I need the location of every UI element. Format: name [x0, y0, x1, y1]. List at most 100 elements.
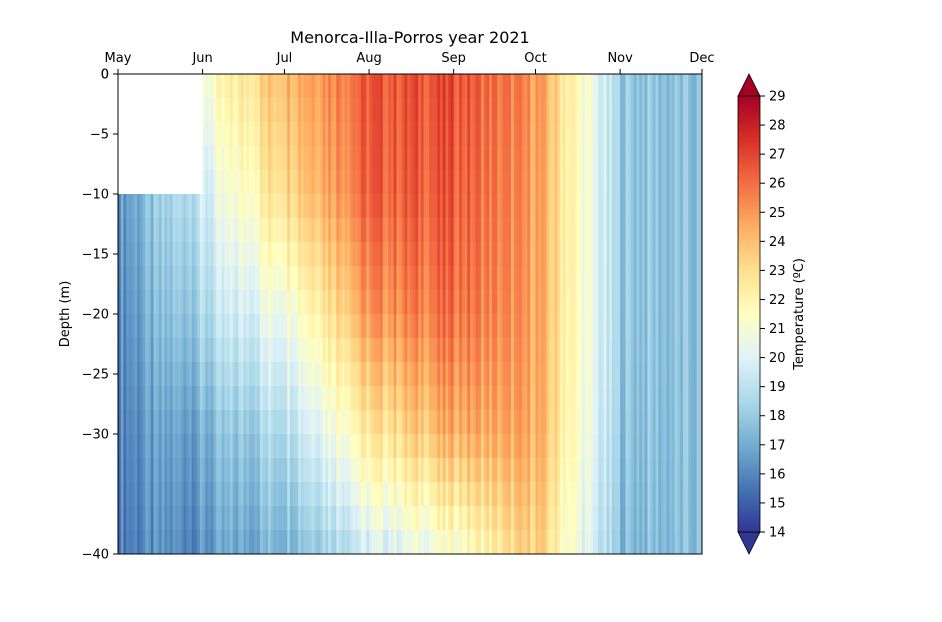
heatmap-cell — [393, 506, 397, 531]
heatmap-cell — [183, 338, 187, 363]
heatmap-cell — [410, 434, 414, 459]
heatmap-cell — [480, 74, 485, 99]
heatmap-cell — [292, 266, 296, 291]
heatmap-cell — [164, 362, 168, 387]
heatmap-cell — [584, 314, 588, 339]
heatmap-cell — [292, 530, 296, 554]
heatmap-cell — [404, 482, 408, 507]
heatmap-cell — [150, 290, 154, 315]
heatmap-cell — [562, 194, 566, 219]
heatmap-cell — [614, 410, 618, 435]
heatmap-cell — [456, 290, 460, 315]
heatmap-cell — [699, 362, 702, 387]
heatmap-cell — [461, 530, 465, 554]
heatmap-cell — [557, 362, 561, 387]
heatmap-cell — [306, 194, 310, 219]
heatmap-cell — [339, 74, 343, 99]
heatmap-cell — [156, 386, 160, 411]
heatmap-cell — [235, 386, 239, 411]
x-tick-label: Jun — [191, 51, 212, 66]
heatmap-cell — [420, 338, 425, 363]
heatmap-cell — [298, 482, 302, 507]
heatmap-cell — [246, 122, 250, 147]
heatmap-cell — [560, 266, 564, 291]
heatmap-cell — [169, 434, 173, 459]
heatmap-cell — [655, 170, 659, 195]
heatmap-cell — [118, 362, 122, 387]
heatmap-cell — [218, 194, 223, 219]
heatmap-cell — [377, 434, 381, 459]
heatmap-cell — [620, 290, 624, 315]
heatmap-cell — [516, 338, 520, 363]
heatmap-cell — [611, 338, 616, 363]
heatmap-cell — [227, 218, 231, 243]
heatmap-cell — [333, 242, 337, 267]
heatmap-cell — [644, 290, 648, 315]
heatmap-cell — [218, 434, 223, 459]
heatmap-cell — [576, 458, 580, 483]
heatmap-cell — [633, 506, 637, 531]
heatmap-cell — [325, 194, 329, 219]
heatmap-cell — [590, 170, 594, 195]
heatmap-cell — [467, 98, 471, 123]
heatmap-cell — [224, 410, 228, 435]
heatmap-cell — [317, 98, 321, 123]
colorbar-tick-label: 17 — [769, 438, 786, 453]
heatmap-cell — [194, 530, 198, 554]
heatmap-cell — [418, 434, 422, 459]
colorbar-tick-label: 24 — [769, 235, 786, 250]
heatmap-cell — [565, 362, 569, 387]
heatmap-cell — [238, 170, 242, 195]
heatmap-cell — [224, 362, 228, 387]
heatmap-cell — [128, 434, 133, 459]
heatmap-cell — [429, 194, 433, 219]
heatmap-cell — [194, 338, 198, 363]
heatmap-cell — [573, 290, 577, 315]
heatmap-cell — [210, 218, 214, 243]
heatmap-cell — [519, 266, 523, 291]
heatmap-cell — [172, 242, 176, 267]
heatmap-cell — [259, 314, 264, 339]
heatmap-cell — [213, 266, 217, 291]
heatmap-cell — [699, 434, 702, 459]
heatmap-cell — [227, 458, 231, 483]
heatmap-cell — [483, 98, 487, 123]
heatmap-cell — [276, 506, 280, 531]
heatmap-cell — [442, 386, 446, 411]
heatmap-cell — [521, 458, 526, 483]
heatmap-cell — [358, 242, 362, 267]
heatmap-cell — [344, 146, 348, 171]
heatmap-cell — [494, 98, 498, 123]
heatmap-cell — [213, 242, 217, 267]
heatmap-cell — [641, 242, 646, 267]
heatmap-cell — [254, 482, 258, 507]
heatmap-cell — [560, 146, 564, 171]
heatmap-cell — [617, 314, 621, 339]
heatmap-cell — [366, 410, 370, 435]
heatmap-cell — [213, 314, 217, 339]
heatmap-cell — [298, 98, 302, 123]
heatmap-cell — [218, 122, 223, 147]
heatmap-cell — [590, 290, 594, 315]
heatmap-cell — [576, 194, 580, 219]
heatmap-cell — [442, 410, 446, 435]
heatmap-cell — [199, 410, 203, 435]
heatmap-cell — [480, 194, 485, 219]
heatmap-cell — [273, 290, 277, 315]
heatmap-cell — [349, 290, 354, 315]
heatmap-cell — [560, 98, 564, 123]
heatmap-cell — [680, 242, 684, 267]
heatmap-cell — [224, 482, 228, 507]
heatmap-cell — [333, 482, 337, 507]
heatmap-cell — [513, 506, 517, 531]
heatmap-cell — [576, 506, 580, 531]
heatmap-cell — [229, 146, 234, 171]
heatmap-cell — [472, 290, 476, 315]
heatmap-cell — [489, 338, 493, 363]
heatmap-cell — [246, 74, 250, 99]
heatmap-cell — [445, 506, 449, 531]
heatmap-cell — [161, 242, 165, 267]
heatmap-cell — [658, 146, 662, 171]
heatmap-cell — [696, 194, 700, 219]
heatmap-cell — [614, 266, 618, 291]
